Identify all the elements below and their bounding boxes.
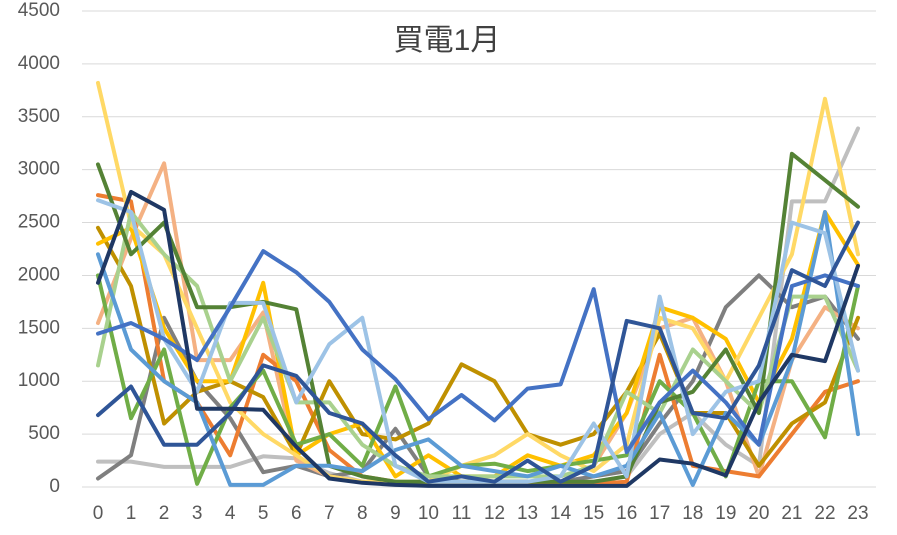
x-tick-label: 9	[390, 503, 401, 524]
x-tick-label: 11	[452, 503, 472, 524]
y-tick-label: 1000	[18, 370, 60, 391]
y-tick-label: 4500	[18, 0, 60, 21]
x-tick-label: 13	[517, 503, 538, 524]
x-tick-label: 5	[258, 503, 269, 524]
x-tick-label: 18	[682, 503, 703, 524]
x-tick-label: 12	[484, 503, 505, 524]
x-tick-label: 16	[616, 503, 637, 524]
x-tick-label: 3	[192, 503, 203, 524]
y-tick-label: 3500	[18, 106, 60, 127]
x-tick-label: 8	[357, 503, 368, 524]
x-tick-label: 14	[550, 503, 572, 524]
x-tick-label: 4	[225, 503, 236, 524]
x-tick-label: 21	[781, 503, 802, 524]
y-tick-label: 0	[49, 476, 60, 497]
y-tick-label: 1500	[18, 317, 60, 338]
y-tick-label: 500	[28, 423, 60, 444]
x-tick-label: 20	[748, 503, 769, 524]
y-tick-label: 2500	[18, 212, 60, 233]
x-tick-label: 22	[814, 503, 835, 524]
x-tick-label: 17	[649, 503, 670, 524]
series-line	[96, 220, 860, 484]
series-line	[96, 80, 860, 484]
chart-title: 買電1月	[394, 24, 501, 57]
series-line	[96, 189, 860, 488]
series-line	[96, 210, 860, 479]
y-tick-label: 2000	[18, 264, 60, 285]
x-tick-label: 10	[418, 503, 439, 524]
series-line	[96, 210, 860, 487]
x-tick-label: 19	[715, 503, 736, 524]
x-tick-label: 15	[583, 503, 604, 524]
y-tick-label: 4000	[18, 53, 60, 74]
x-tick-label: 1	[126, 503, 137, 524]
x-tick-label: 7	[324, 503, 335, 524]
x-tick-label: 2	[159, 503, 170, 524]
series-line	[96, 193, 860, 486]
x-tick-label: 6	[291, 503, 302, 524]
y-tick-label: 3000	[18, 159, 60, 180]
x-tick-label: 0	[93, 503, 104, 524]
x-tick-label: 23	[847, 503, 868, 524]
